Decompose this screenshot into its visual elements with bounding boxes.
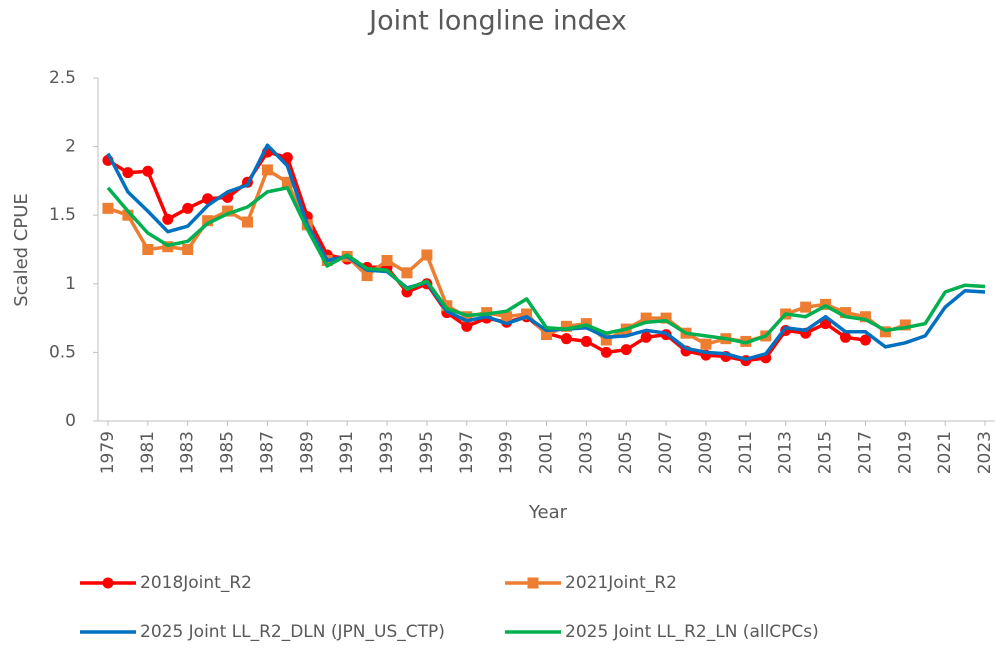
x-tick-label: 2003 xyxy=(576,431,596,474)
data-point xyxy=(202,193,214,205)
chart-title: Joint longline index xyxy=(367,6,627,37)
x-tick-label: 2021 xyxy=(935,431,955,474)
data-point xyxy=(461,320,473,332)
y-tick-label: 1 xyxy=(65,274,76,294)
data-point xyxy=(162,213,174,225)
legend-label: 2025 Joint LL_R2_DLN (JPN_US_CTP) xyxy=(140,622,445,642)
y-tick-label: 2 xyxy=(65,137,76,157)
series-line xyxy=(106,143,986,362)
data-point xyxy=(421,249,433,261)
x-tick-label: 2007 xyxy=(656,431,676,474)
data-point xyxy=(560,333,572,345)
y-tick-label: 0 xyxy=(65,411,76,431)
data-point xyxy=(242,216,253,228)
x-tick-label: 1979 xyxy=(98,431,118,474)
data-point xyxy=(640,312,652,324)
legend-label: 2021Joint_R2 xyxy=(565,573,677,593)
data-point xyxy=(401,267,413,279)
data-point xyxy=(142,165,154,177)
legend-marker xyxy=(102,577,114,589)
data-point xyxy=(640,331,652,343)
data-point xyxy=(102,202,114,214)
x-tick-label: 1993 xyxy=(377,431,397,474)
y-tick-label: 1.5 xyxy=(49,205,76,225)
series-line xyxy=(107,150,866,363)
data-point xyxy=(600,334,612,346)
data-point xyxy=(560,320,572,332)
x-tick-label: 1999 xyxy=(497,431,517,474)
data-point xyxy=(361,270,373,282)
data-point xyxy=(122,209,134,221)
data-point xyxy=(899,319,911,331)
series-line xyxy=(106,186,986,345)
x-tick-label: 2017 xyxy=(855,431,875,474)
data-point xyxy=(859,334,871,346)
data-point xyxy=(700,338,712,350)
data-point xyxy=(840,307,851,319)
data-point xyxy=(182,244,194,255)
data-point xyxy=(620,344,632,356)
legend-label: 2025 Joint LL_R2_LN (allCPCs) xyxy=(565,622,819,642)
data-point xyxy=(281,176,293,188)
y-tick-label: 0.5 xyxy=(49,342,76,362)
data-point xyxy=(381,254,393,266)
data-point xyxy=(501,311,513,323)
data-point xyxy=(202,215,214,227)
x-tick-label: 1987 xyxy=(257,431,277,474)
legend-marker xyxy=(527,577,539,589)
x-tick-label: 1981 xyxy=(138,431,158,474)
x-tick-label: 1991 xyxy=(337,431,357,474)
data-point xyxy=(541,329,552,341)
x-tick-label: 2013 xyxy=(776,431,796,474)
data-point xyxy=(859,311,871,323)
data-point xyxy=(521,308,533,320)
x-tick-label: 2023 xyxy=(975,431,995,474)
x-tick-label: 2005 xyxy=(616,431,636,474)
data-point xyxy=(122,167,134,179)
x-tick-label: 1983 xyxy=(178,431,198,474)
x-tick-label: 1989 xyxy=(297,431,317,474)
data-point xyxy=(222,205,234,217)
data-point xyxy=(261,164,273,176)
data-point xyxy=(840,331,851,343)
x-axis-label: Year xyxy=(528,502,568,523)
x-tick-label: 1995 xyxy=(417,431,437,474)
data-point xyxy=(182,202,194,214)
data-point xyxy=(281,152,293,164)
x-tick-label: 2001 xyxy=(537,431,557,474)
data-point xyxy=(660,312,672,324)
data-point xyxy=(142,244,154,255)
data-point xyxy=(580,335,592,347)
x-tick-label: 1985 xyxy=(218,431,238,474)
y-axis-label: Scaled CPUE xyxy=(11,193,32,307)
y-tick-label: 2.5 xyxy=(49,68,76,88)
x-tick-label: 1997 xyxy=(457,431,477,474)
x-tick-label: 2015 xyxy=(816,431,836,474)
legend-label: 2018Joint_R2 xyxy=(140,573,252,593)
x-tick-label: 2009 xyxy=(696,431,716,474)
data-point xyxy=(800,301,812,313)
data-point xyxy=(600,346,612,358)
x-tick-label: 2011 xyxy=(736,431,756,474)
x-tick-label: 2019 xyxy=(895,431,915,474)
